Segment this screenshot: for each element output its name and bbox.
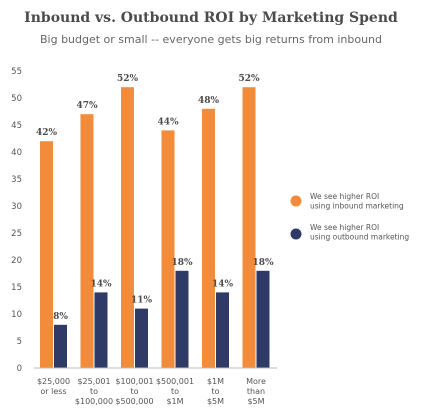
y-tick-label: 25	[11, 229, 22, 239]
outbound-data-label: 8%	[53, 312, 68, 322]
inbound-data-label: 52%	[238, 74, 260, 84]
y-tick-label: 30	[11, 202, 22, 212]
outbound-data-label: 14%	[212, 279, 234, 289]
data-labels-layer: 42% 47% 52% 44% 48% 52% 8% 14% 11% 18% 14% 18%	[36, 74, 274, 322]
x-category-label: More than $5M	[246, 377, 266, 406]
inbound-data-label: 47%	[76, 101, 98, 111]
inbound-legend-label: We see higher ROI using inbound marketing	[310, 192, 404, 211]
outbound-legend-label: We see higher ROI using outbound marketin…	[310, 223, 409, 242]
inbound-bar	[242, 87, 256, 368]
chart-subtitle: Big budget or small -- everyone gets big…	[40, 33, 382, 46]
outbound-data-label: 11%	[131, 296, 153, 306]
x-category-label: $500,001 to $1M	[156, 377, 194, 406]
x-category-label: $1M to $5M	[207, 377, 224, 406]
outbound-legend-marker	[290, 228, 302, 240]
y-axis: 0 5 10 15 20 25 30 35 40 45 50 55	[11, 67, 22, 374]
outbound-bar	[175, 270, 189, 368]
y-tick-label: 0	[17, 364, 22, 374]
x-category-label: $25,001 to $100,000	[75, 377, 113, 406]
inbound-bar	[80, 114, 94, 368]
inbound-data-label: 44%	[157, 117, 179, 127]
y-tick-label: 50	[11, 94, 22, 104]
y-tick-label: 10	[11, 310, 22, 320]
outbound-bar	[54, 324, 67, 368]
y-tick-label: 20	[11, 256, 22, 266]
x-axis: $25,000 or less $25,001 to $100,000$100,001 t…	[34, 367, 277, 406]
y-tick-label: 15	[11, 283, 22, 293]
chart-title: Inbound vs. Outbound ROI by Marketing Sp…	[24, 10, 398, 26]
inbound-legend-marker	[290, 195, 302, 207]
y-tick-label: 40	[11, 148, 22, 158]
y-tick-label: 35	[11, 175, 22, 185]
x-category-label: $100,001 to $500,000	[115, 377, 153, 406]
inbound-bar	[161, 130, 175, 368]
outbound-bar	[216, 292, 229, 368]
outbound-bar	[256, 270, 270, 368]
outbound-data-label: 14%	[90, 279, 112, 289]
outbound-data-label: 18%	[171, 258, 193, 268]
inbound-data-label: 48%	[198, 96, 220, 106]
outbound-bar	[135, 308, 148, 368]
inbound-data-label: 42%	[36, 128, 58, 138]
outbound-data-label: 18%	[252, 258, 274, 268]
y-tick-label: 55	[11, 67, 22, 77]
inbound-bar	[40, 141, 53, 368]
x-category-label: $25,000 or less	[37, 377, 70, 396]
inbound-bar	[202, 108, 215, 369]
y-tick-label: 45	[11, 121, 22, 131]
y-tick-label: 5	[17, 337, 22, 347]
outbound-bar	[94, 292, 108, 368]
inbound-bar	[121, 87, 134, 368]
inbound-data-label: 52%	[117, 74, 139, 84]
bars-layer	[40, 87, 270, 369]
legend: We see higher ROI using inbound marketing…	[290, 192, 409, 242]
